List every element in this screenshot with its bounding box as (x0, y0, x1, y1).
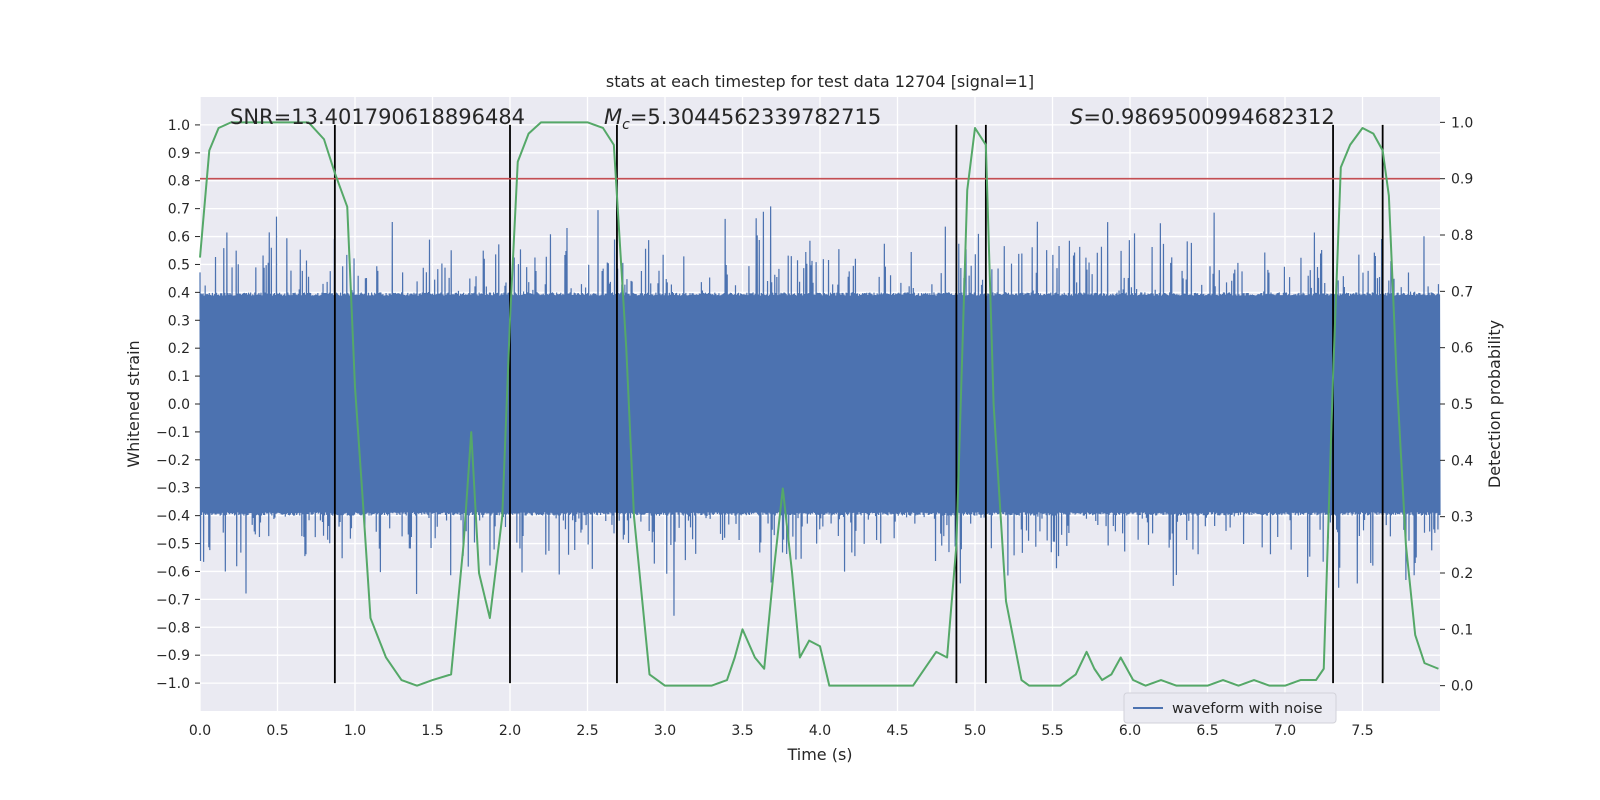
y-tick-label: −0.7 (156, 592, 190, 608)
y-tick-label: 0.2 (168, 341, 190, 357)
y-tick-label: −0.9 (156, 648, 190, 664)
y-tick-label: 0.7 (168, 202, 190, 218)
x-tick-label: 6.5 (1196, 723, 1218, 739)
s-symbol: S (1070, 105, 1083, 129)
y-tick-label: −0.5 (156, 537, 190, 553)
probability-line (199, 121, 1439, 687)
y-axis-label: Whitened strain (124, 340, 143, 467)
y2-tick-label: 0.4 (1451, 453, 1473, 469)
chirp-mass-value: =5.3044562339782715 (630, 105, 881, 129)
x-tick-label: 5.0 (964, 723, 986, 739)
x-tick-label: 1.5 (421, 723, 443, 739)
y-tick-label: 1.0 (168, 118, 190, 134)
y-tick-label: 0.3 (168, 313, 190, 329)
y-tick-label: 0.9 (168, 146, 190, 162)
y2-tick-label: 1.0 (1451, 115, 1473, 131)
y2-tick-label: 0.7 (1451, 284, 1473, 300)
y-tick-label: −0.3 (156, 481, 190, 497)
legend-box (1123, 692, 1337, 724)
chirp-mass-symbol: M (604, 105, 622, 129)
legend: waveform with noise (1123, 692, 1337, 724)
y2-tick-label: 0.5 (1451, 397, 1473, 413)
y-tick-label: −0.4 (156, 509, 190, 525)
y-tick-label: −0.2 (156, 453, 190, 469)
x-tick-label: 7.0 (1274, 723, 1296, 739)
x-axis-label: Time (s) (786, 745, 852, 764)
waveform-line (199, 206, 1441, 616)
chirp-mass-subscript: c (622, 117, 630, 133)
legend-label-waveform: waveform with noise (1172, 701, 1323, 717)
y2-tick-label: 0.1 (1451, 622, 1473, 638)
y-tick-label: 0.0 (168, 397, 190, 413)
x-tick-label: 1.0 (344, 723, 366, 739)
x-tick-label: 7.5 (1351, 723, 1373, 739)
x-tick-label: 4.5 (886, 723, 908, 739)
y-tick-label: 0.8 (168, 174, 190, 190)
y-tick-label: 0.6 (168, 230, 190, 246)
tick-labels: 0.0 0.5 1.0 1.5 2.0 2.5 3.0 3.5 4.0 4.5 5.0 5.5 6.0 6… (156, 115, 1473, 739)
waveform-series (199, 206, 1441, 616)
y2-tick-label: 0.2 (1451, 566, 1473, 582)
y2-tick-label: 0.6 (1451, 341, 1473, 357)
x-tick-label: 6.0 (1119, 723, 1141, 739)
y2-tick-label: 0.8 (1451, 228, 1473, 244)
x-tick-label: 2.5 (576, 723, 598, 739)
probability-series (199, 121, 1439, 687)
y-tick-label: 0.1 (168, 369, 190, 385)
y2-tick-label: 0.0 (1451, 679, 1473, 695)
y-tick-label: −0.6 (156, 564, 190, 580)
x-tick-label: 3.0 (654, 723, 676, 739)
x-tick-label: 5.5 (1041, 723, 1063, 739)
x-tick-label: 2.0 (499, 723, 521, 739)
y2-axis-label: Detection probability (1485, 320, 1504, 488)
chirp-mass-annotation: Mc=5.3044562339782715 (604, 105, 881, 133)
y2-tick-label: 0.3 (1451, 510, 1473, 526)
y-tick-label: 0.5 (168, 257, 190, 273)
y2-tick-label: 0.9 (1451, 172, 1473, 188)
y-tick-label: −1.0 (156, 676, 190, 692)
y-tick-label: −0.1 (156, 425, 190, 441)
y-tick-label: 0.4 (168, 285, 190, 301)
s-value: =0.9869500994682312 (1083, 105, 1334, 129)
chart-title: stats at each timestep for test data 127… (606, 72, 1034, 91)
y-tick-label: −0.8 (156, 620, 190, 636)
x-tick-label: 4.0 (809, 723, 831, 739)
x-tick-label: 3.5 (731, 723, 753, 739)
snr-annotation: SNR=13.401790618896484 (230, 105, 525, 129)
s-annotation: S=0.9869500994682312 (1070, 105, 1335, 129)
x-tick-label: 0.5 (266, 723, 288, 739)
x-tick-label: 0.0 (189, 723, 211, 739)
